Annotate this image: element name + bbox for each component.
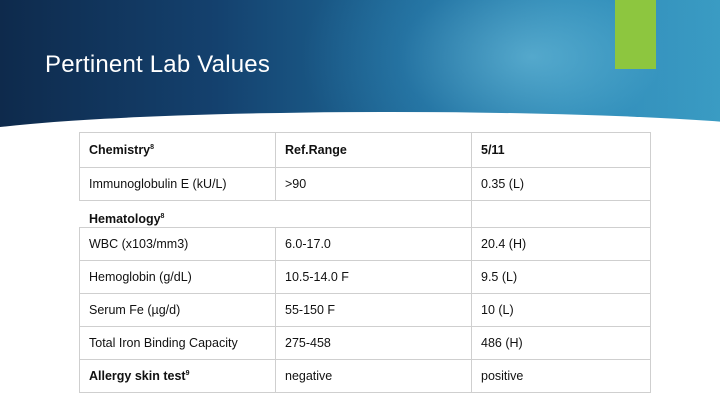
result-value: 20.4 (H)	[471, 227, 651, 261]
table-row: Total Iron Binding Capacity 275-458 486 …	[79, 326, 651, 360]
reference-range: 10.5-14.0 F	[275, 260, 472, 294]
lab-values-table: Chemistry8 Ref.Range 5/11 Immunoglobulin…	[79, 132, 651, 393]
empty-cell	[275, 200, 472, 228]
test-name: Total Iron Binding Capacity	[79, 326, 276, 360]
table-row: Hemoglobin (g/dL) 10.5-14.0 F 9.5 (L)	[79, 260, 651, 294]
table-row: Immunoglobulin E (kU/L) >90 0.35 (L)	[79, 167, 651, 201]
header-chemistry: Chemistry8	[79, 132, 276, 168]
banner-glow	[300, 0, 720, 130]
result-value: positive	[471, 359, 651, 393]
reference-range: >90	[275, 167, 472, 201]
header-ref-range: Ref.Range	[275, 132, 472, 168]
reference-range: 6.0-17.0	[275, 227, 472, 261]
table-row: WBC (x103/mm3) 6.0-17.0 20.4 (H)	[79, 227, 651, 261]
section-row-hematology: Hematology8	[79, 200, 651, 228]
reference-range: 55-150 F	[275, 293, 472, 327]
empty-cell	[471, 200, 651, 228]
test-name: Serum Fe (µg/d)	[79, 293, 276, 327]
result-value: 9.5 (L)	[471, 260, 651, 294]
reference-range: 275-458	[275, 326, 472, 360]
test-name: Hemoglobin (g/dL)	[79, 260, 276, 294]
table-row: Allergy skin test9 negative positive	[79, 359, 651, 393]
result-value: 486 (H)	[471, 326, 651, 360]
test-name: Allergy skin test9	[79, 359, 276, 393]
result-value: 10 (L)	[471, 293, 651, 327]
table-row: Serum Fe (µg/d) 55-150 F 10 (L)	[79, 293, 651, 327]
result-value: 0.35 (L)	[471, 167, 651, 201]
table-header-row: Chemistry8 Ref.Range 5/11	[79, 132, 651, 168]
test-name: Immunoglobulin E (kU/L)	[79, 167, 276, 201]
reference-range: negative	[275, 359, 472, 393]
slide-title: Pertinent Lab Values	[45, 51, 271, 78]
banner-curve	[0, 112, 720, 130]
header-date: 5/11	[471, 132, 651, 168]
section-label: Hematology8	[79, 200, 276, 228]
green-accent-bar	[615, 0, 656, 69]
test-name: WBC (x103/mm3)	[79, 227, 276, 261]
